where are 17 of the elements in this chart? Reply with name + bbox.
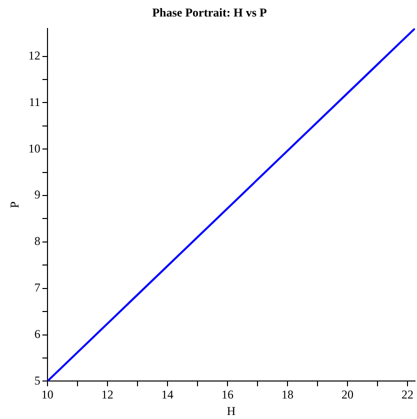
y-tick-label: 8: [34, 234, 40, 248]
y-tick-label: 10: [28, 141, 40, 156]
y-tick-label: 6: [34, 326, 40, 341]
chart-title: Phase Portrait: H vs P: [152, 5, 267, 20]
x-tick-label: 20: [341, 388, 354, 402]
y-tick-label: 12: [28, 48, 40, 62]
x-tick-label: 16: [221, 388, 234, 402]
x-tick-label: 18: [281, 388, 294, 402]
x-axis-title: H: [226, 404, 236, 418]
y-tick-label: 11: [28, 94, 40, 109]
x-tick-label: 14: [161, 388, 174, 402]
y-tick-label: 5: [34, 373, 40, 388]
x-tick-label: 22: [402, 388, 414, 402]
y-tick-label: 7: [34, 280, 40, 295]
y-tick-label: 9: [34, 188, 40, 202]
y-axis-title: P: [7, 201, 22, 208]
x-tick-label: 12: [101, 388, 114, 402]
